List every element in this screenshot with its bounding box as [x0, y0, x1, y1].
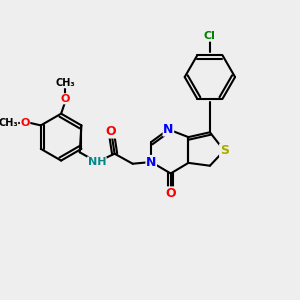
Text: O: O [165, 187, 176, 200]
Text: CH₃: CH₃ [0, 118, 18, 128]
Text: Cl: Cl [204, 31, 216, 41]
Text: O: O [61, 94, 70, 104]
Text: N: N [146, 155, 156, 169]
Text: O: O [106, 125, 116, 138]
Text: N: N [163, 123, 174, 136]
Text: NH: NH [88, 157, 106, 167]
Text: O: O [20, 118, 30, 128]
Text: CH₃: CH₃ [56, 78, 75, 88]
Text: S: S [220, 144, 229, 157]
